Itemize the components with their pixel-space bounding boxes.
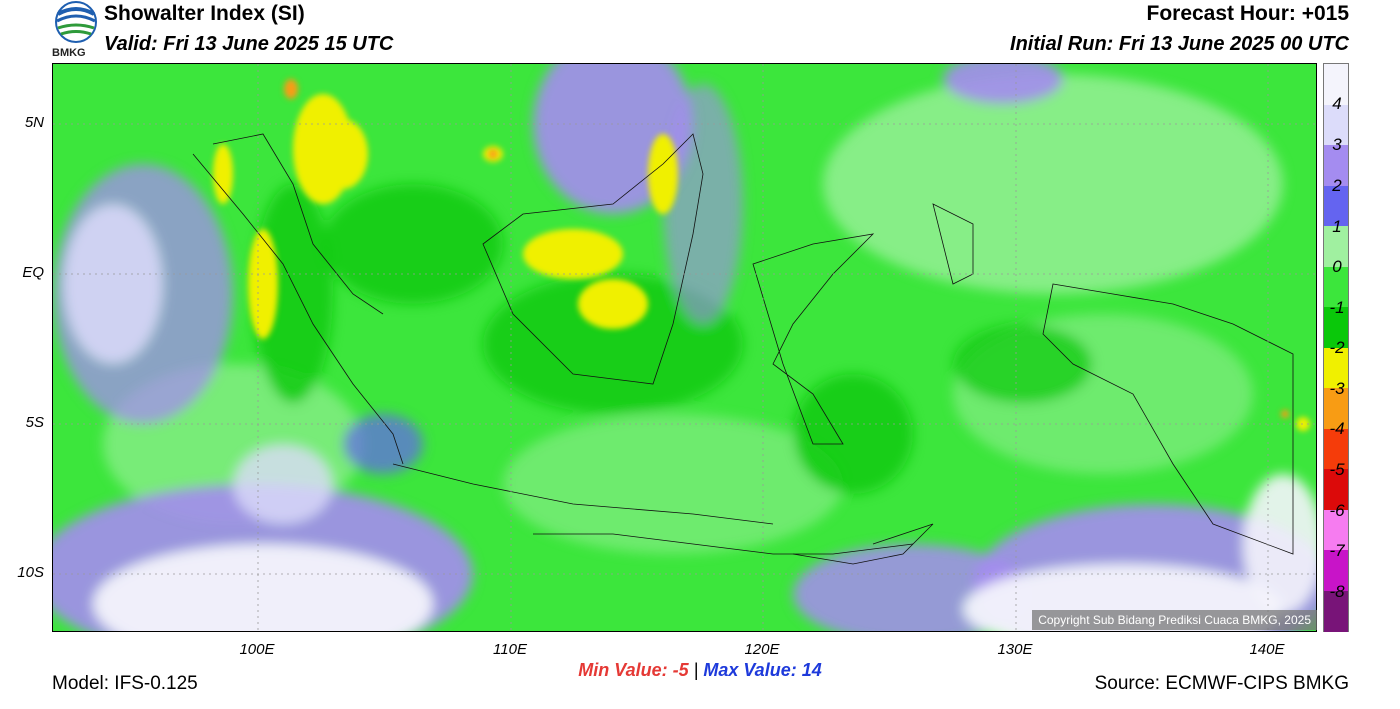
colorbar-segment	[1324, 550, 1348, 591]
colorbar-segment	[1324, 226, 1348, 267]
source-label: Source: ECMWF-CIPS BMKG	[1094, 673, 1349, 694]
map-field	[53, 64, 1316, 631]
initial-run: Initial Run: Fri 13 June 2025 00 UTC	[1010, 33, 1349, 55]
colorbar-segment	[1324, 428, 1348, 470]
colorbar-segment	[1324, 388, 1348, 429]
y-tick-label: 10S	[17, 564, 44, 581]
x-tick-label: 100E	[239, 641, 275, 658]
colorbar-segment	[1324, 469, 1348, 510]
x-tick-label: 120E	[744, 641, 780, 658]
max-value: 14	[801, 660, 822, 680]
x-tick-label: 130E	[997, 641, 1033, 658]
showalter-index-map	[52, 63, 1317, 632]
coastlines	[192, 133, 1294, 565]
colorbar-label: 0	[1332, 257, 1342, 276]
map-title: Showalter Index (SI)	[104, 2, 305, 25]
valid-time: Valid: Fri 13 June 2025 15 UTC	[104, 33, 394, 55]
min-max-separator: |	[693, 660, 699, 680]
x-tick-label: 140E	[1249, 641, 1285, 658]
copyright-label: Copyright Sub Bidang Prediksi Cuaca BMKG…	[1032, 610, 1317, 630]
colorbar-label: -1	[1329, 298, 1345, 317]
model-label: Model: IFS-0.125	[52, 673, 198, 694]
colorbar-segment	[1324, 64, 1348, 105]
colorbar-segment	[1324, 266, 1348, 308]
x-tick-label: 110E	[493, 641, 527, 658]
colorbar-label: -8	[1329, 582, 1345, 601]
colorbar-label: -3	[1329, 379, 1345, 398]
colorbar-label: 4	[1332, 94, 1342, 113]
y-tick-label: 5N	[24, 114, 44, 131]
colorbar-segment	[1324, 145, 1348, 186]
colorbar-segment	[1324, 509, 1348, 551]
bmkg-logo	[52, 0, 100, 60]
colorbar-label: -6	[1329, 501, 1345, 520]
max-value-label: Max Value:	[703, 660, 797, 680]
min-value-label: Min Value:	[578, 660, 668, 680]
logo-text: BMKG	[52, 47, 86, 59]
min-value: -5	[672, 660, 689, 680]
colorbar-label: -7	[1329, 541, 1345, 560]
colorbar-segment	[1324, 185, 1348, 227]
colorbar-label: 3	[1332, 135, 1342, 154]
min-max-values: Min Value: -5 | Max Value: 14	[0, 660, 1400, 681]
graticule	[53, 64, 1316, 631]
colorbar-label: -4	[1329, 419, 1345, 438]
colorbar	[1323, 63, 1349, 632]
colorbar-segment	[1324, 347, 1348, 389]
colorbar-segment	[1324, 104, 1348, 146]
y-tick-label: EQ	[22, 264, 44, 281]
colorbar-segment	[1324, 590, 1348, 632]
colorbar-label: -5	[1329, 460, 1345, 479]
forecast-hour: Forecast Hour: +015	[1146, 2, 1350, 25]
colorbar-label: 1	[1332, 217, 1342, 236]
colorbar-label: -2	[1329, 338, 1345, 357]
y-tick-label: 5S	[25, 414, 44, 431]
colorbar-segment	[1324, 307, 1348, 348]
colorbar-label: 2	[1332, 176, 1342, 195]
